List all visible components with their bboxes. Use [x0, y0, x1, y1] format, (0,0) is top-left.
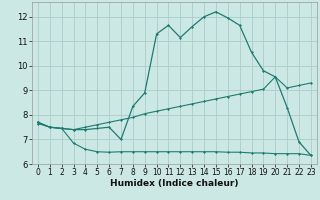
X-axis label: Humidex (Indice chaleur): Humidex (Indice chaleur) — [110, 179, 239, 188]
